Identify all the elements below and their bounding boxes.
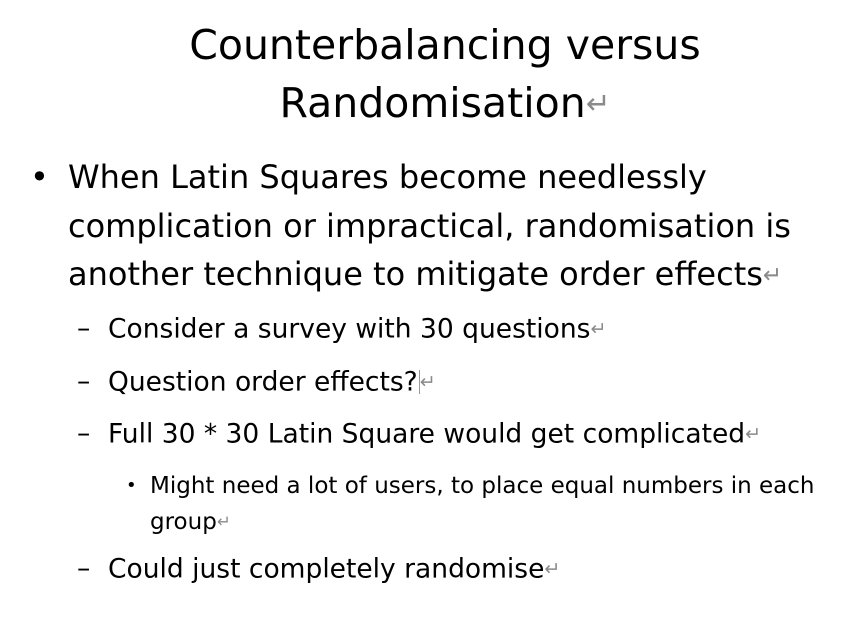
sub-sub-bullet-text: Might need a lot of users, to place equa… (150, 473, 815, 535)
paragraph-mark-icon: ↵ (216, 512, 231, 532)
paragraph-mark-icon: ↵ (419, 371, 436, 393)
paragraph-mark-icon: ↵ (762, 262, 783, 289)
dash-marker: – (77, 553, 91, 584)
paragraph-mark-icon: ↵ (544, 558, 561, 580)
bullet-marker: • (126, 475, 137, 496)
bullet-text: When Latin Squares become needlessly com… (68, 158, 791, 293)
paragraph-mark-icon: ↵ (590, 318, 607, 340)
dash-marker: – (77, 313, 91, 344)
paragraph-mark-icon: ↵ (585, 86, 611, 121)
sub-bullet-text: Full 30 * 30 Latin Square would get comp… (108, 418, 746, 450)
title-line-2: Randomisation (279, 79, 586, 127)
dash-marker: – (77, 366, 91, 397)
sub-bullet-text: Consider a survey with 30 questions (108, 313, 591, 345)
dash-marker: – (77, 418, 91, 449)
bullet-marker: • (30, 158, 49, 196)
sub-bullet-text: Could just completely randomise (108, 553, 545, 585)
sub-bullet-text: Question order effects? (108, 366, 418, 398)
title-line-1: Counterbalancing versus (189, 21, 701, 69)
paragraph-mark-icon: ↵ (745, 423, 762, 445)
slide-title[interactable]: Counterbalancing versus Randomisation↵ (0, 16, 860, 132)
text-cursor (418, 370, 420, 395)
